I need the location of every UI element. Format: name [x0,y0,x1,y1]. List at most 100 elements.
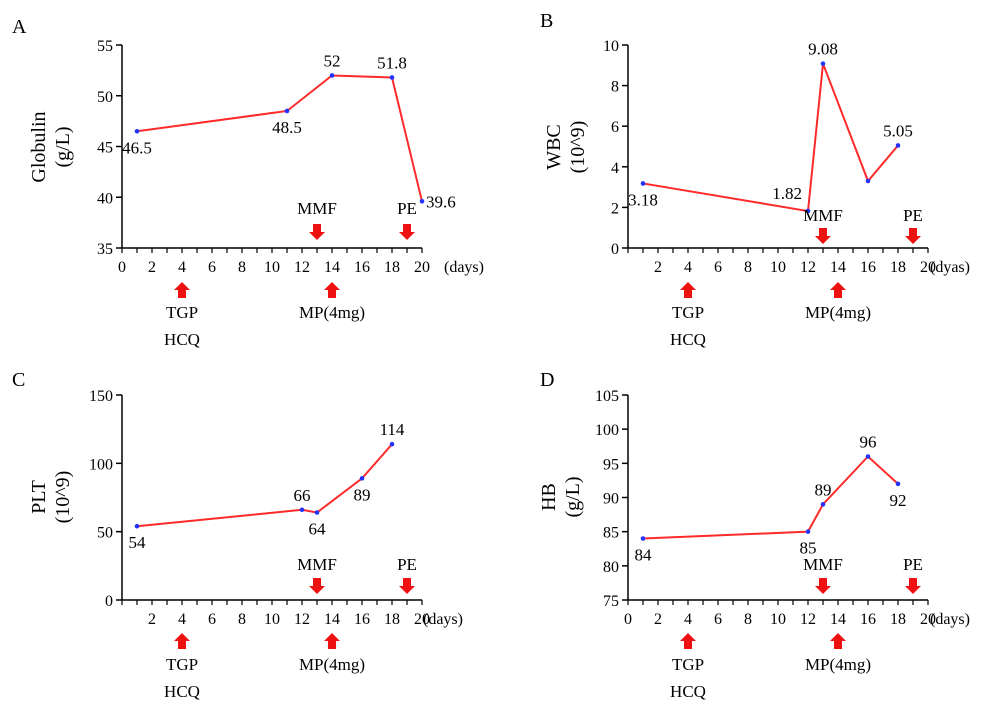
panel-c-data-label: 89 [354,485,371,504]
panel-b-x-unit: (dyas) [930,259,970,276]
panel-c-data-point [134,523,140,529]
panel-c-x-tick-label: 12 [294,611,310,628]
panel-c-annotation-hcq: HCQ [164,682,200,701]
panel-c-x-tick-label: 18 [384,611,400,628]
panel-b-y-tick-label: 8 [611,79,619,96]
panel-d-y-tick-label: 90 [603,491,619,508]
panel-c-annotation-mp4mg: MP(4mg) [299,655,365,674]
panel-c-x-unit: (days) [423,611,463,628]
panel-c-annotation-pe: PE [397,555,417,574]
panel-b-x-tick-label: 4 [684,259,692,276]
panel-c-x-tick-label: 10 [264,611,280,628]
panel-a-x-tick-label: 4 [178,259,186,276]
panel-a-x-tick-label: 20 [414,259,430,276]
panel-a-data-label: 48.5 [272,118,302,137]
panel-a-x-tick-label: 14 [324,259,340,276]
panel-d-x-tick-label: 10 [770,611,786,628]
panel-a-x-tick-label: 6 [208,259,216,276]
panel-d-data-point [820,502,826,507]
panel-b-y-tick-label: 4 [611,160,619,177]
panel-b-annotation-hcq: HCQ [670,330,706,349]
panel-a-x-tick-label: 0 [118,259,126,276]
panel-c-data-label: 54 [129,533,147,552]
panel-c-y-tick-label: 0 [105,593,113,610]
panel-b-data-point [865,178,871,184]
panel-d-y-tick-label: 100 [595,422,619,439]
panel-a-down-arrow-mmf [309,224,325,240]
panel-b-y-tick-label: 10 [603,38,619,55]
panel-c-annotation-mmf: MMF [297,555,337,574]
panel-c-annotation-tgp: TGP [166,655,198,674]
panel-d-y-tick-label: 75 [603,593,619,610]
panel-b-data-point [820,61,826,66]
panel-b-data-label: 9.08 [808,40,838,59]
panel-b-data-point [805,208,811,214]
panel-a-data-point [134,128,140,134]
panel-a-data-point [389,75,395,80]
panel-c-data-point [299,507,305,513]
panel-a-x-tick-label: 16 [354,259,370,276]
panel-a-data-label: 39.6 [426,192,456,211]
panel-b-series-line [642,63,899,213]
panel-b-annotation-pe: PE [903,206,923,225]
panel-b-up-arrow [680,282,696,298]
panel-a-x-tick-label: 12 [294,259,310,276]
panel-d-annotation-mp4mg: MP(4mg) [805,655,871,674]
panel-b-y-tick-label: 2 [611,200,619,217]
panel-c-y-tick-label: 100 [89,456,113,473]
panel-a-annotation-tgp: TGP [166,303,198,322]
panel-a-x-tick-label: 2 [148,259,156,276]
panel-a-annotation-pe: PE [397,199,417,218]
panel-a-y-tick-label: 55 [97,38,113,55]
panel-d-y-axis-label: HB (g/L) [538,476,584,517]
panel-a-annotation-hcq: HCQ [164,330,200,349]
panel-c-x-tick-label: 8 [238,611,246,628]
panel-c-y-axis-label: PLT (10^9) [28,471,74,524]
panel-d-x-tick-label: 0 [624,611,632,628]
panel-c-y-tick-label: 150 [89,388,113,405]
panel-c-up-arrow [174,633,190,649]
panel-b-down-arrow-pe [905,228,921,244]
panel-b-annotation-tgp: TGP [672,303,704,322]
panel-a-y-tick-label: 45 [97,140,113,157]
panel-c-y-tick-label: 50 [97,525,113,542]
panel-b-data-label: 3.18 [628,190,658,209]
panel-d-x-unit: (days) [930,611,970,628]
panel-b-x-tick-label: 8 [744,259,752,276]
panel-a-y-axis-label: Globulin (g/L) [28,111,74,182]
panel-c-down-arrow-pe [399,578,415,594]
panel-d-annotation-mmf: MMF [803,555,843,574]
panel-d-x-tick-label: 16 [860,611,876,628]
panel-b-y-axis-label: WBC (10^9) [543,121,589,174]
panel-d-x-tick-label: 20 [920,611,936,628]
panel-b-up-arrow [830,282,846,298]
panel-a-letter: A [12,16,27,38]
panel-d-up-arrow [680,633,696,649]
panel-c-data-label: 114 [380,420,405,439]
panel-b-data-point [640,181,646,186]
panel-d-letter: D [540,369,554,391]
panel-d-data-point [640,536,646,541]
panel-b-x-tick-label: 12 [800,259,816,276]
panel-d-data-point [865,454,871,459]
panel-a-y-tick-label: 50 [97,89,113,106]
panel-b-y-tick-label: 6 [611,119,619,136]
panel-b-annotation-mp4mg: MP(4mg) [805,303,871,322]
panel-b-x-tick-label: 16 [860,259,876,276]
panel-a-data-label: 46.5 [122,138,152,157]
panel-b-x-tick-label: 20 [920,259,936,276]
panel-c-letter: C [12,369,25,391]
panel-a-x-tick-label: 10 [264,259,280,276]
panel-a-data-point [329,73,335,78]
panel-d-annotation-tgp: TGP [672,655,704,674]
panel-d-annotation-pe: PE [903,555,923,574]
panel-b-x-tick-label: 14 [830,259,846,276]
panel-a-y-tick-label: 40 [97,190,113,207]
panel-b-x-tick-label: 10 [770,259,786,276]
panel-a-up-arrow [324,282,340,298]
panel-c-up-arrow [324,633,340,649]
panel-c-down-arrow-mmf [309,578,325,594]
panel-d-data-point [805,529,811,534]
panel-c-data-label: 66 [294,486,311,505]
